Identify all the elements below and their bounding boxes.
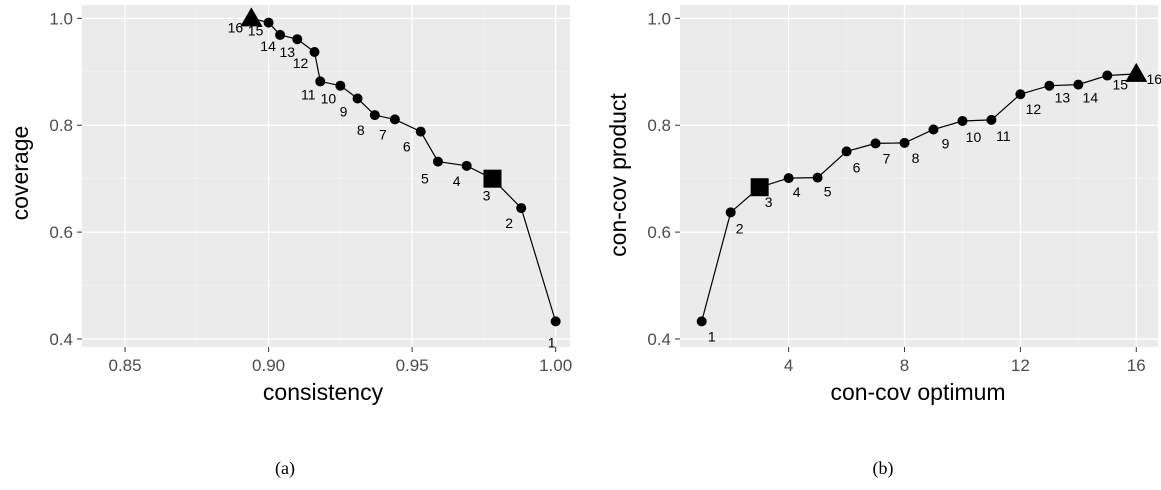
point-marker [516,203,527,214]
point-marker [1015,89,1026,100]
point-marker [335,80,346,91]
point-label: 3 [765,194,773,210]
y-tick-label: 0.4 [647,330,671,349]
panel-a-xlabel: consistency [263,379,384,405]
y-tick-label: 0.8 [647,116,671,135]
panel-a: consistency coverage (a) 0.85 0.90 0.95 1.0… [7,5,572,479]
point-label: 11 [996,128,1011,144]
point-marker [275,29,286,40]
point-label: 1 [708,328,716,344]
point-marker [263,17,274,28]
point-label: 15 [248,23,264,39]
panel-b-xlabel: con-cov optimum [830,379,1005,405]
point-marker [1102,70,1113,81]
point-marker [292,34,303,45]
point-label: 7 [379,126,387,142]
point-marker [870,138,881,149]
point-marker [1044,80,1055,91]
point-label: 2 [505,215,513,231]
y-tick-label: 0.8 [49,116,73,135]
point-label: 5 [824,184,832,200]
point-marker [783,173,794,184]
point-label: 14 [1083,90,1099,106]
triangle-marker [240,7,263,27]
point-marker [1073,79,1084,90]
x-tick-label: 0.85 [109,356,142,375]
point-label: 6 [853,159,861,175]
point-marker [432,156,443,167]
panel-b-background [680,5,1158,347]
panel-a-ylabel: coverage [7,126,33,221]
y-tick-label: 0.6 [647,223,671,242]
point-label: 15 [1113,77,1129,93]
square-marker [483,169,502,188]
point-label: 10 [321,91,337,107]
point-marker [369,110,380,121]
x-tick-label: 12 [1011,356,1030,375]
point-marker [841,146,852,157]
point-label: 16 [228,19,244,35]
point-label: 1 [548,334,556,350]
point-label: 8 [357,122,365,138]
point-marker [696,316,707,327]
point-label: 3 [483,188,491,204]
point-label: 12 [293,55,309,71]
point-marker [315,76,326,87]
point-label: 9 [942,136,950,152]
x-tick-label: 4 [784,356,793,375]
point-marker [309,47,320,58]
panel-b-series-line [701,73,1137,322]
point-marker [812,172,823,183]
point-label: 8 [912,150,920,166]
point-marker [461,160,472,171]
point-label: 13 [280,44,296,60]
point-label: 5 [421,171,429,187]
point-label: 4 [453,173,461,189]
panel-b-caption: (b) [873,458,894,479]
x-tick-label: 1.00 [539,356,572,375]
square-marker [750,178,769,197]
point-marker [550,316,561,327]
point-label: 13 [1055,90,1071,106]
panel-b: con-cov optimum con-cov product (b) 4 8 12… [605,5,1161,479]
y-tick-label: 1.0 [49,9,73,28]
x-tick-label: 16 [1127,356,1146,375]
point-label: 4 [793,184,801,200]
point-label: 2 [736,220,744,236]
point-marker [986,114,997,125]
x-tick-label: 8 [900,356,909,375]
y-tick-label: 0.6 [49,223,73,242]
y-tick-label: 0.4 [49,330,73,349]
point-label: 9 [340,104,348,120]
panel-a-caption: (a) [275,458,295,479]
point-label: 6 [403,139,411,155]
y-tick-label: 1.0 [647,9,671,28]
point-marker [725,207,736,218]
triangle-marker [1125,62,1148,82]
x-tick-label: 0.90 [252,356,285,375]
point-label: 16 [1146,71,1161,87]
panel-b-ylabel: con-cov product [605,93,631,257]
x-tick-label: 0.95 [396,356,429,375]
point-label: 11 [301,86,316,102]
point-marker [352,93,363,104]
point-marker [899,137,910,148]
point-label: 10 [966,129,982,145]
point-marker [957,115,968,126]
point-label: 12 [1026,101,1042,117]
panel-a-series-line [251,17,557,322]
point-marker [928,124,939,135]
point-label: 14 [260,38,276,54]
point-marker [415,126,426,137]
panel-b-grid [680,5,1158,347]
point-label: 7 [883,150,891,166]
point-marker [389,114,400,125]
